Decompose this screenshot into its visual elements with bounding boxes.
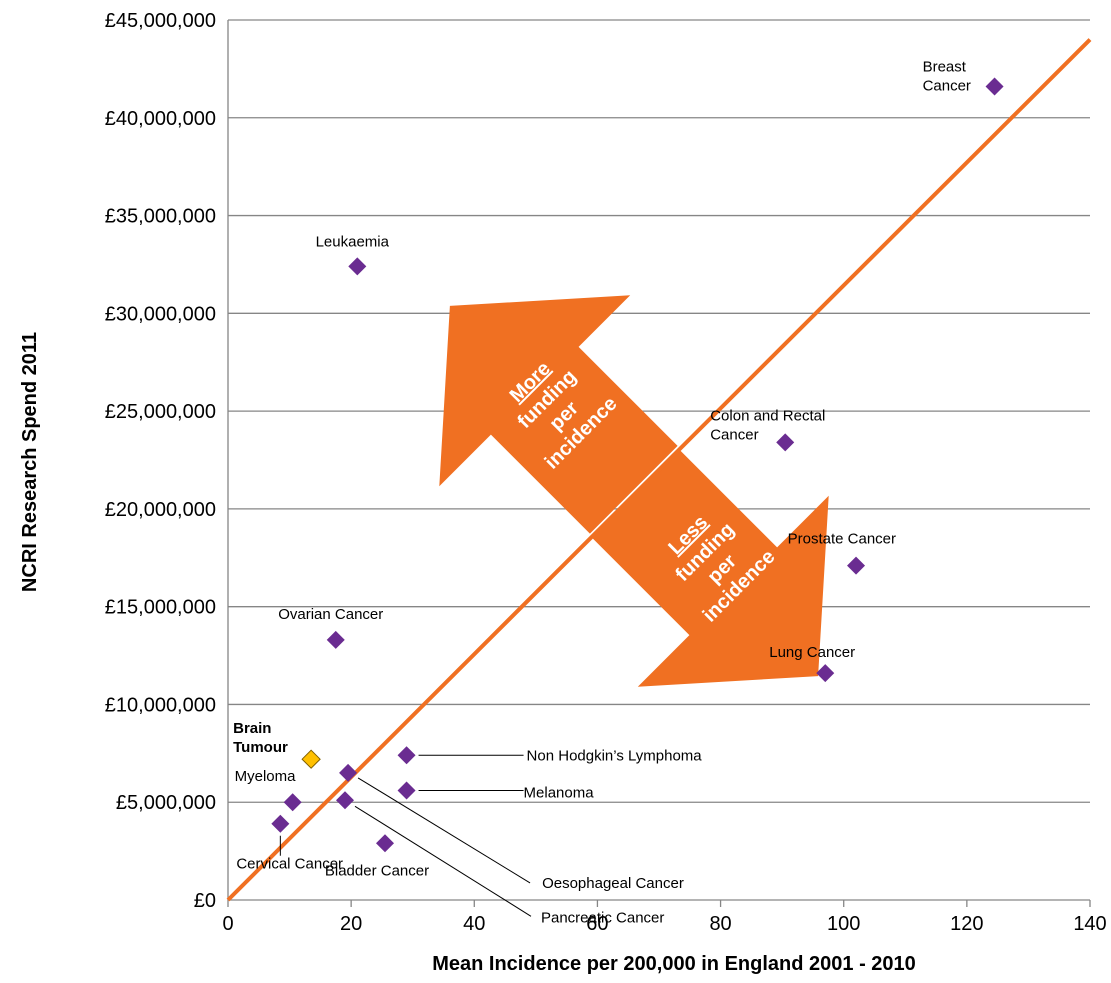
point-label: Myeloma bbox=[235, 768, 297, 785]
point-pancreatic-cancer bbox=[335, 791, 354, 810]
point-label: Melanoma bbox=[524, 784, 595, 801]
x-tick-label: 60 bbox=[586, 913, 608, 935]
x-tick-label: 100 bbox=[827, 913, 860, 935]
point-colon-and-rectal-cancer bbox=[776, 433, 795, 452]
point-leukaemia bbox=[348, 257, 367, 276]
point-label: Colon and Rectal bbox=[710, 407, 825, 424]
point-label: Oesophageal Cancer bbox=[542, 875, 684, 892]
y-tick-label: £35,000,000 bbox=[105, 206, 216, 228]
x-tick-label: 140 bbox=[1073, 913, 1106, 935]
x-tick-label: 120 bbox=[950, 913, 983, 935]
point-label: Ovarian Cancer bbox=[278, 606, 383, 623]
y-tick-label: £20,000,000 bbox=[105, 499, 216, 521]
y-tick-label: £25,000,000 bbox=[105, 401, 216, 423]
leader-line bbox=[354, 805, 532, 917]
point-label: Cancer bbox=[923, 77, 971, 94]
point-label: Breast bbox=[923, 58, 967, 75]
x-tick-label: 80 bbox=[709, 913, 731, 935]
point-label: Cancer bbox=[710, 426, 758, 443]
point-label: Leukaemia bbox=[316, 233, 390, 250]
point-non-hodgkin-s-lymphoma bbox=[397, 746, 416, 765]
y-tick-label: £30,000,000 bbox=[105, 303, 216, 325]
x-tick-label: 20 bbox=[340, 913, 362, 935]
point-label: Bladder Cancer bbox=[325, 862, 429, 879]
point-label: Non Hodgkin’s Lymphoma bbox=[527, 747, 703, 764]
y-tick-label: £45,000,000 bbox=[105, 10, 216, 32]
point-label: Lung Cancer bbox=[769, 644, 855, 661]
point-brain-tumour bbox=[301, 749, 321, 769]
point-lung-cancer bbox=[816, 664, 835, 683]
point-prostate-cancer bbox=[847, 556, 866, 575]
less-funding-arrow bbox=[590, 448, 829, 687]
point-label: Tumour bbox=[233, 739, 288, 756]
y-axis-title: NCRI Research Spend 2011 bbox=[19, 332, 41, 592]
point-melanoma bbox=[397, 781, 416, 800]
point-label: Brain bbox=[233, 720, 271, 737]
y-tick-label: £40,000,000 bbox=[105, 108, 216, 130]
point-cervical-cancer bbox=[271, 814, 290, 833]
y-tick-label: £10,000,000 bbox=[105, 694, 216, 716]
x-tick-label: 40 bbox=[463, 913, 485, 935]
x-axis-title: Mean Incidence per 200,000 in England 20… bbox=[432, 953, 916, 975]
x-tick-label: 0 bbox=[222, 913, 233, 935]
more-funding-arrow bbox=[439, 295, 678, 534]
trend-line bbox=[226, 38, 1092, 902]
point-label: Pancreatic Cancer bbox=[541, 909, 664, 926]
point-oesophageal-cancer bbox=[339, 763, 358, 782]
point-breast-cancer bbox=[985, 77, 1004, 96]
point-label: Cervical Cancer bbox=[236, 856, 343, 873]
leader-line bbox=[357, 777, 531, 884]
y-tick-label: £0 bbox=[194, 890, 216, 912]
y-tick-label: £5,000,000 bbox=[116, 792, 216, 814]
point-myeloma bbox=[283, 793, 302, 812]
point-label: Prostate Cancer bbox=[788, 531, 896, 548]
y-tick-label: £15,000,000 bbox=[105, 597, 216, 619]
point-bladder-cancer bbox=[376, 834, 395, 853]
point-ovarian-cancer bbox=[326, 630, 345, 649]
